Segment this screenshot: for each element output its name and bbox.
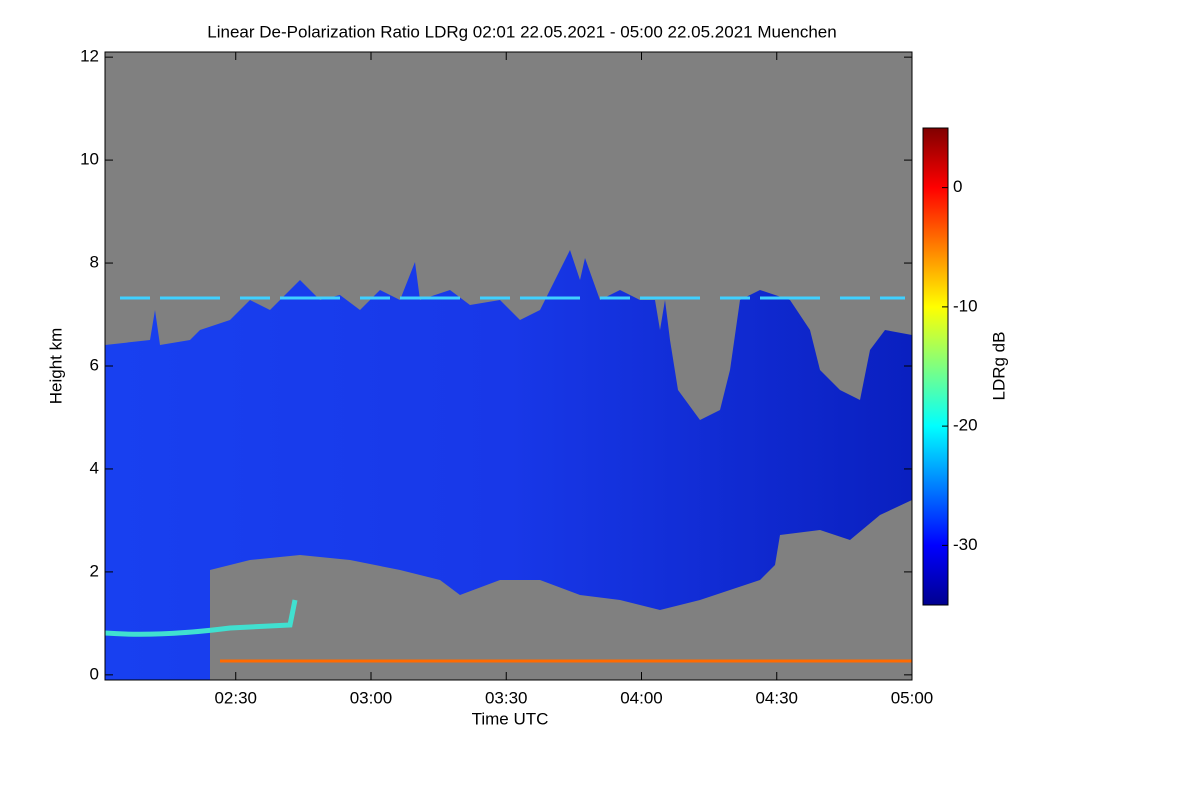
low-layer [104, 599, 298, 637]
colorbar-label: LDRg dB [989, 332, 1008, 401]
y-axis-label: Height km [46, 328, 65, 405]
x-axis-label: Time UTC [472, 709, 549, 728]
y-tick-label: 0 [90, 664, 99, 683]
colorbar-tick-label: -10 [953, 296, 978, 315]
colorbar-tick-label: 0 [953, 177, 962, 196]
y-tick-label: 4 [90, 458, 99, 477]
plot-area [104, 52, 912, 680]
chart-title: Linear De-Polarization Ratio LDRg 02:01 … [207, 22, 836, 41]
x-tick-label: 02:30 [214, 688, 257, 707]
y-tick-label: 10 [80, 150, 99, 169]
x-tick-label: 05:00 [891, 688, 934, 707]
colorbar-tick-label: -20 [953, 416, 978, 435]
y-tick-label: 6 [90, 355, 99, 374]
x-tick-label: 04:00 [620, 688, 663, 707]
x-tick-label: 03:30 [485, 688, 528, 707]
y-tick-label: 8 [90, 253, 99, 272]
x-tick-label: 03:00 [350, 688, 393, 707]
colorbar-tick-label: -30 [953, 535, 978, 554]
colorbar [922, 127, 949, 606]
y-tick-label: 2 [90, 561, 99, 580]
y-tick-label: 12 [80, 47, 99, 66]
cloud-region [105, 250, 912, 680]
x-tick-label: 04:30 [755, 688, 798, 707]
